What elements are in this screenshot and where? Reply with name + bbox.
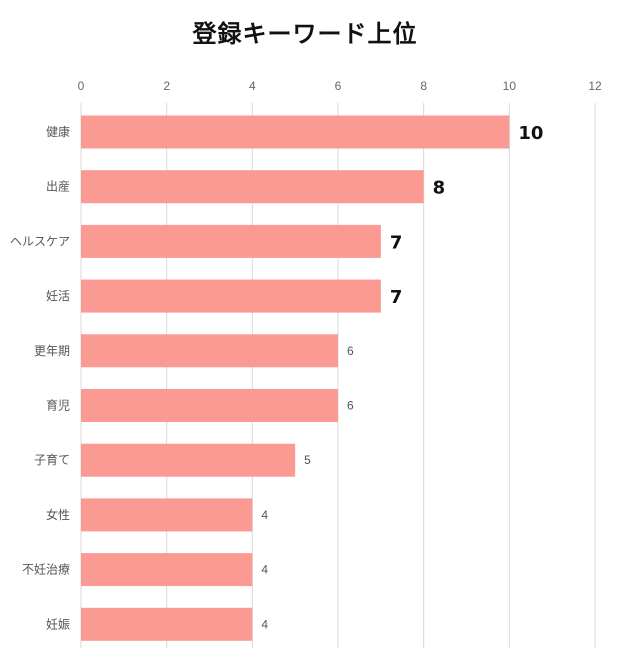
bar	[81, 607, 253, 641]
bars	[81, 115, 510, 641]
bar	[81, 334, 338, 368]
bar	[81, 170, 424, 204]
category-label: 女性	[46, 507, 70, 522]
x-tick-label: 8	[420, 79, 427, 93]
x-tick-label: 0	[78, 79, 85, 93]
x-tick-label: 10	[503, 79, 517, 93]
x-tick-label: 2	[163, 79, 170, 93]
data-label: 4	[261, 563, 268, 577]
data-label: 7	[390, 232, 403, 253]
data-labels: 10 8 7 7 6 6 5 4 4 4	[261, 123, 543, 631]
data-label: 6	[347, 399, 354, 413]
bar	[81, 279, 381, 313]
x-tick-label: 12	[588, 79, 602, 93]
x-axis-ticks: 0 2 4 6 8 10 12	[78, 79, 602, 93]
category-label: 育児	[46, 398, 70, 413]
bar	[81, 224, 381, 258]
bar	[81, 498, 253, 532]
category-label: 子育て	[34, 452, 70, 467]
bar	[81, 115, 510, 149]
bar	[81, 443, 296, 477]
data-label: 5	[304, 453, 311, 467]
x-tick-label: 6	[335, 79, 342, 93]
data-label: 6	[347, 344, 354, 358]
data-label: 4	[261, 508, 268, 522]
data-label: 7	[390, 287, 403, 308]
category-label: 健康	[46, 124, 70, 139]
bar	[81, 389, 338, 422]
data-label: 8	[433, 178, 446, 199]
category-label: ヘルスケア	[10, 234, 70, 248]
data-label: 10	[518, 123, 543, 144]
category-label: 出産	[46, 179, 70, 194]
category-label: 妊活	[46, 289, 70, 303]
data-label: 4	[261, 617, 268, 631]
bar	[81, 553, 253, 587]
category-label: 妊娠	[46, 617, 70, 631]
x-tick-label: 4	[249, 79, 256, 93]
category-label: 不妊治療	[22, 563, 70, 577]
category-label: 更年期	[34, 344, 70, 358]
chart-title: 登録キーワード上位	[192, 20, 418, 48]
